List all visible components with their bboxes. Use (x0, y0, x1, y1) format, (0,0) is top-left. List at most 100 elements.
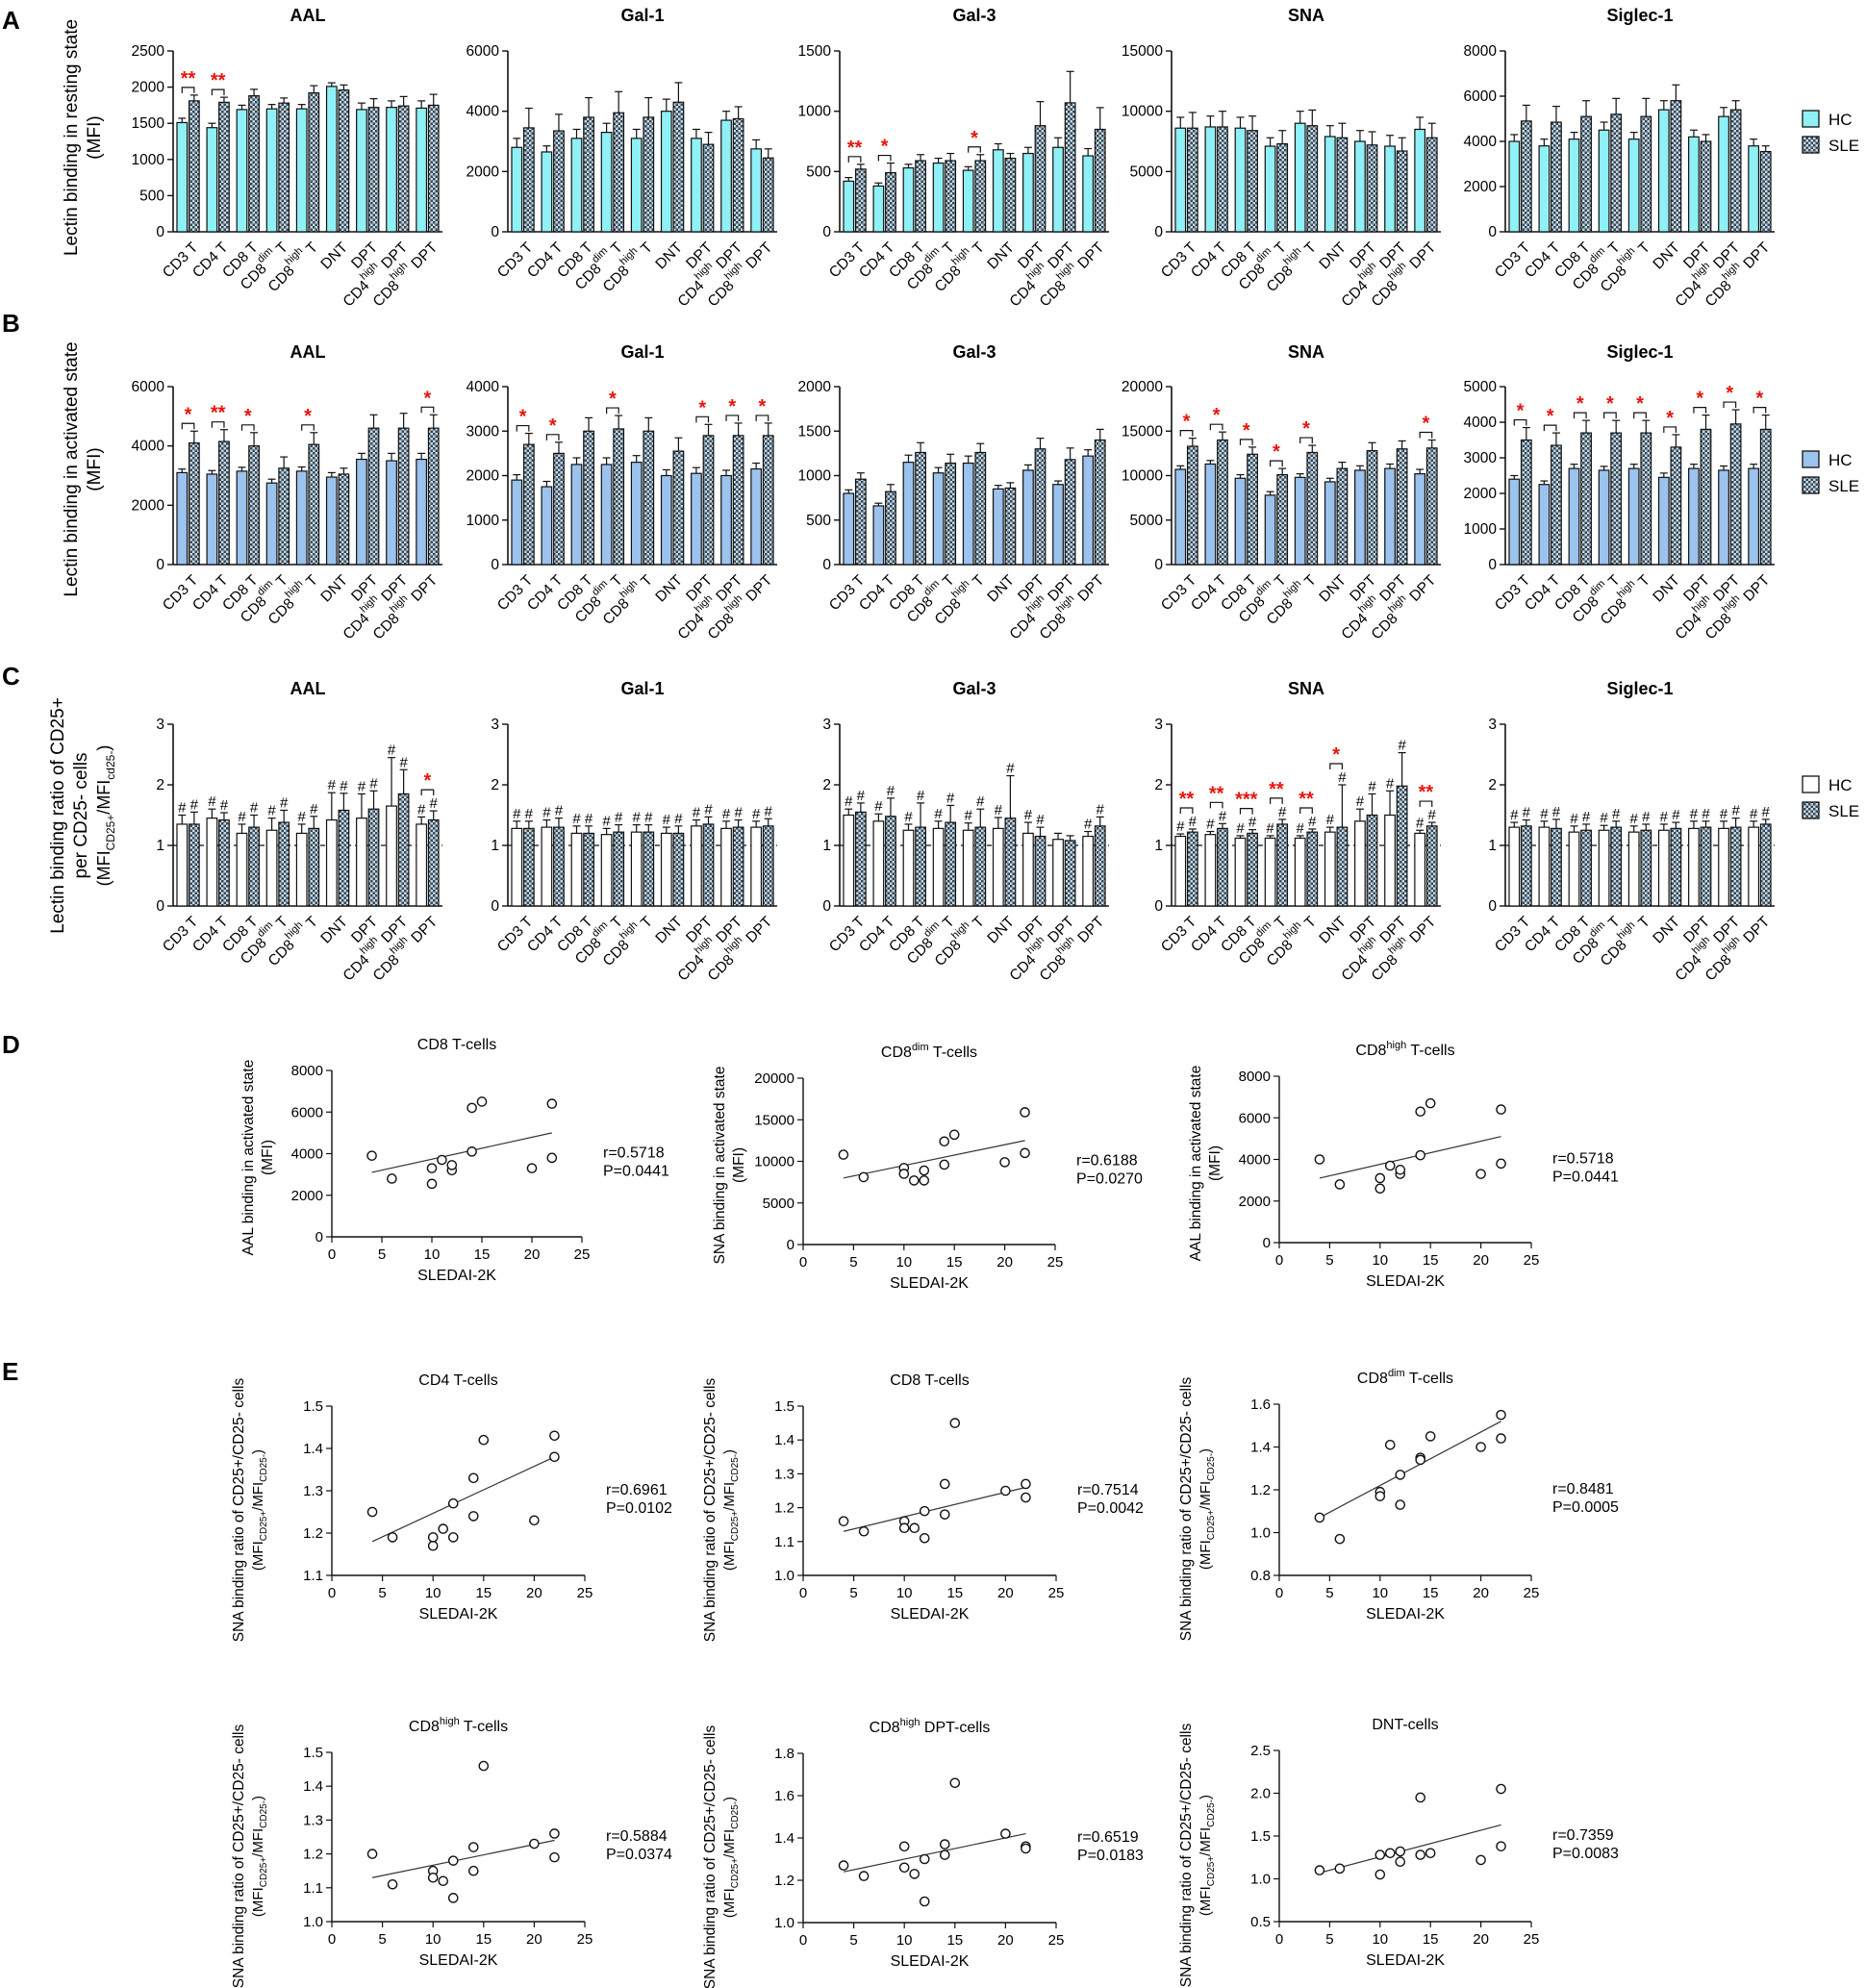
correlation-r: r=0.5718 (1552, 1151, 1614, 1168)
x-tick-label-main: DNT (985, 572, 1019, 606)
x-tick-label: DNT (653, 239, 687, 273)
bar-sle (732, 117, 744, 233)
dagger-mark: # (704, 801, 713, 818)
y-tick-label: 2000 (798, 379, 832, 395)
dagger-mark: # (1176, 818, 1185, 835)
x-tick-label: CD8high T (1594, 236, 1653, 295)
y-tick-label: 0 (787, 1237, 794, 1253)
bar-sle (762, 825, 774, 907)
chart-title: SNA (1288, 6, 1324, 25)
y-tick-label: 0 (822, 224, 831, 240)
sig-bracket (755, 415, 769, 421)
bar-sle (1306, 125, 1319, 233)
row-C-ylabel-sub1: CD25+ (104, 815, 117, 851)
bar-hc (570, 832, 583, 907)
bar-sle (248, 445, 260, 566)
x-tick-label-rest: DPT (1404, 239, 1440, 275)
y-tick-label: 0 (1488, 898, 1497, 915)
y-tick-label: 4000 (466, 379, 500, 395)
sig-bracket (1573, 412, 1587, 419)
bar-sle (583, 832, 594, 907)
data-point (446, 1160, 458, 1170)
sig-bracket (1239, 439, 1253, 445)
y-tick-label: 2500 (132, 43, 165, 60)
x-tick-label-main: CD8 (1702, 952, 1735, 985)
y-label-suffix: ) (721, 1797, 738, 1801)
correlation-r: r=0.5718 (603, 1145, 665, 1162)
bar-hc (1718, 827, 1729, 907)
x-tick-label: 0 (1275, 1585, 1283, 1601)
bar-hc (1264, 494, 1276, 566)
x-axis-label: SLEDAI-2K (417, 1268, 496, 1284)
bar-sle (1729, 423, 1742, 566)
sig-bracket (847, 156, 862, 163)
sig-bracket (1753, 407, 1767, 414)
y-label-sub2: CD25- (1206, 1799, 1217, 1827)
bar-hc (236, 109, 248, 233)
y-label-suffix: ) (1198, 1448, 1214, 1453)
legend-C-hc-swatch (1802, 775, 1820, 793)
bar-sle (613, 831, 625, 907)
x-tick-label-main: CD8 (1598, 595, 1630, 628)
data-point (1475, 1854, 1486, 1866)
x-tick-label: CD8high T (928, 236, 988, 295)
data-point (1374, 1172, 1386, 1184)
sig-stars: * (549, 415, 557, 437)
sig-stars: * (1756, 389, 1764, 410)
x-tick-label: 20 (997, 1932, 1014, 1949)
bar-hc (1264, 145, 1276, 233)
correlation-p: P=0.0183 (1077, 1848, 1144, 1864)
y-label-prefix: (MFI (721, 1541, 738, 1571)
bar-hc (1568, 138, 1580, 233)
data-point (438, 1523, 449, 1534)
bar-hc (325, 818, 338, 907)
x-axis-label: SLEDAI-2K (419, 1606, 498, 1623)
sig-stars: ** (1269, 779, 1284, 800)
x-tick-label-rest: DPT (1738, 239, 1774, 275)
dagger-mark: # (734, 805, 743, 821)
y-tick-label: 6000 (466, 43, 500, 60)
x-tick-label: 5 (378, 1246, 386, 1263)
data-point (858, 1171, 870, 1183)
bar-sle (854, 478, 867, 566)
y-tick-label: 5000 (1130, 513, 1164, 529)
bar-sle (1064, 102, 1076, 233)
bar-hc (1022, 152, 1034, 233)
y-tick-label: 1.2 (1250, 1482, 1271, 1498)
data-point (939, 1839, 950, 1850)
data-point (1415, 1454, 1426, 1466)
bar-sle (1700, 428, 1712, 566)
row-C-ylabel-line2: per CD25- cells (71, 753, 91, 879)
sig-bracket (1329, 763, 1343, 769)
dagger-mark: # (1236, 820, 1245, 837)
x-tick-label-main: CD4 (675, 952, 708, 985)
y-tick-label: 1000 (798, 468, 832, 485)
bar-hc (843, 814, 855, 907)
bar-hc (416, 823, 428, 907)
sig-stars: * (1517, 401, 1525, 422)
bar-sle (1580, 432, 1592, 566)
bar-hc (1568, 467, 1580, 566)
x-tick-label-main: CD8 (1598, 937, 1630, 969)
correlation-p: P=0.0441 (603, 1164, 669, 1180)
bar-hc (1598, 829, 1610, 907)
dagger-mark: # (1720, 806, 1728, 822)
scatter-title-pre: CD8 (881, 1044, 912, 1061)
bar-sle (915, 826, 926, 907)
x-tick-label-main: CD8 (265, 263, 298, 295)
data-point (999, 1157, 1010, 1168)
y-tick-label: 1 (491, 838, 499, 854)
y-tick-label: 3 (156, 717, 164, 733)
correlation-p: P=0.0441 (1552, 1170, 1619, 1186)
y-axis-label-line1: SNA binding ratio of CD25+/CD25- cells (702, 1378, 719, 1643)
x-tick-label: 15 (1423, 1931, 1439, 1948)
bar-sle (974, 826, 987, 907)
data-point (909, 1522, 920, 1534)
bar-sle (278, 467, 290, 566)
x-tick-label: 5 (849, 1254, 857, 1271)
bar-hc (691, 825, 702, 907)
dagger-mark: # (1297, 820, 1305, 837)
